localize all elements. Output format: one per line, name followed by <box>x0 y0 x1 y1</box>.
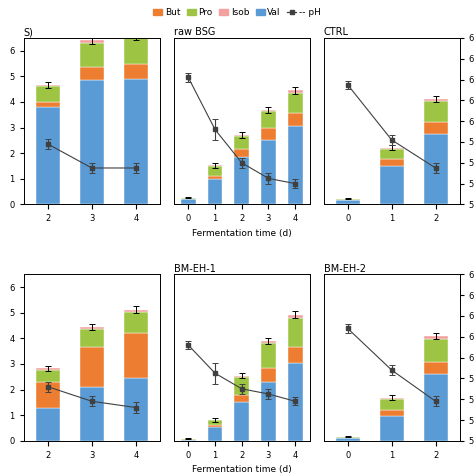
Bar <box>261 109 276 111</box>
Bar <box>288 126 302 204</box>
Bar <box>261 382 276 441</box>
Bar <box>423 99 447 100</box>
Bar <box>36 86 60 102</box>
Bar <box>80 327 104 329</box>
Bar <box>336 200 360 204</box>
Bar <box>423 100 447 122</box>
Bar <box>36 85 60 86</box>
Bar <box>261 128 276 140</box>
Bar <box>181 199 196 204</box>
Bar <box>261 344 276 368</box>
Bar <box>36 368 60 370</box>
Bar <box>288 363 302 441</box>
Bar <box>181 438 196 439</box>
Bar <box>423 362 447 374</box>
Bar <box>124 79 148 204</box>
Bar <box>234 402 249 441</box>
Bar <box>36 370 60 382</box>
Bar <box>36 382 60 408</box>
Bar <box>380 410 404 416</box>
Bar <box>288 93 302 113</box>
Bar <box>423 122 447 134</box>
Bar <box>124 310 148 312</box>
Bar <box>423 134 447 204</box>
Bar <box>208 165 222 166</box>
Bar <box>208 426 222 427</box>
Bar <box>80 43 104 67</box>
Bar <box>234 136 249 149</box>
Bar <box>80 329 104 347</box>
Bar <box>234 375 249 377</box>
Text: BM-EH-1: BM-EH-1 <box>173 264 216 273</box>
Bar <box>208 176 222 179</box>
Bar <box>181 198 196 199</box>
Bar <box>380 159 404 166</box>
Bar <box>181 439 196 441</box>
Bar <box>234 149 249 157</box>
Bar <box>261 341 276 344</box>
Bar <box>261 140 276 204</box>
Bar <box>423 339 447 362</box>
Bar <box>208 420 222 426</box>
Bar <box>208 427 222 441</box>
Bar <box>288 347 302 363</box>
Bar <box>423 337 447 339</box>
Bar <box>380 399 404 410</box>
Bar <box>423 374 447 441</box>
Bar <box>234 157 249 204</box>
Bar <box>80 387 104 441</box>
Bar <box>36 408 60 441</box>
Bar <box>234 377 249 395</box>
Bar <box>288 113 302 126</box>
Text: BM-EH-2: BM-EH-2 <box>324 264 365 273</box>
Bar <box>124 64 148 79</box>
Bar <box>124 333 148 378</box>
Legend: But, Pro, Isob, Val, -- pH: But, Pro, Isob, Val, -- pH <box>150 5 324 21</box>
Bar <box>380 166 404 204</box>
Text: CTRL: CTRL <box>324 27 348 37</box>
Bar <box>288 318 302 347</box>
Bar <box>124 312 148 333</box>
Bar <box>124 36 148 38</box>
Bar <box>80 347 104 387</box>
Bar <box>288 91 302 93</box>
X-axis label: Fermentation time (d): Fermentation time (d) <box>192 228 292 237</box>
Bar <box>380 148 404 159</box>
Bar <box>80 67 104 80</box>
Bar <box>80 80 104 204</box>
X-axis label: Fermentation time (d): Fermentation time (d) <box>192 465 292 474</box>
Bar <box>261 368 276 382</box>
Bar <box>234 395 249 402</box>
Bar <box>208 166 222 176</box>
Bar <box>208 179 222 204</box>
Bar <box>124 38 148 64</box>
Bar <box>336 438 360 441</box>
Text: S): S) <box>24 27 34 37</box>
Bar <box>380 398 404 399</box>
Bar <box>234 135 249 136</box>
Bar <box>380 416 404 441</box>
Bar <box>36 102 60 107</box>
Text: raw BSG: raw BSG <box>173 27 215 37</box>
Bar <box>124 378 148 441</box>
Bar <box>288 315 302 318</box>
Bar <box>80 40 104 43</box>
Bar <box>336 437 360 438</box>
Bar <box>336 199 360 200</box>
Bar <box>36 107 60 204</box>
Bar <box>261 111 276 128</box>
